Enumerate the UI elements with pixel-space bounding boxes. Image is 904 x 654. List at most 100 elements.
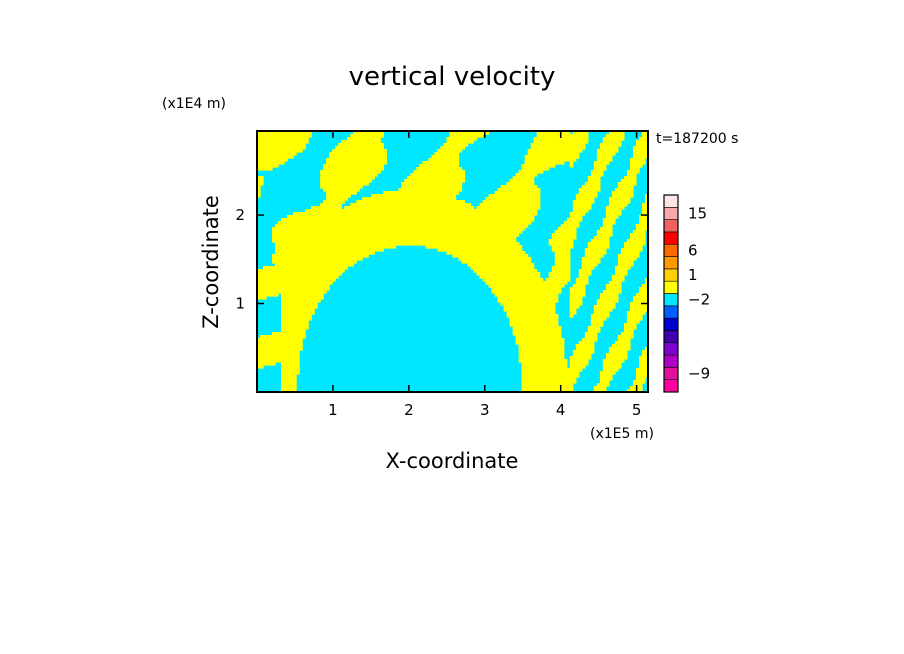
field-cell-positive — [560, 236, 565, 240]
field-cell-positive — [284, 353, 288, 357]
field-cell-positive — [515, 188, 520, 192]
field-cell-positive — [359, 230, 363, 234]
field-cell-positive — [257, 269, 261, 273]
field-cell-positive — [500, 293, 505, 297]
field-cell-positive — [578, 272, 583, 276]
field-cell-positive — [329, 206, 333, 210]
field-cell-positive — [380, 227, 384, 231]
field-cell-positive — [554, 266, 559, 270]
field-cell-positive — [476, 269, 481, 273]
field-cell-positive — [272, 278, 276, 282]
field-cell-positive — [320, 173, 324, 177]
field-cell-positive — [305, 257, 309, 261]
field-cell-positive — [440, 248, 445, 252]
field-cell-positive — [560, 362, 565, 366]
field-cell-positive — [521, 365, 526, 369]
field-cell-positive — [500, 272, 505, 276]
field-cell-positive — [527, 173, 532, 177]
field-cell-positive — [359, 251, 363, 255]
field-cell-positive — [287, 347, 291, 351]
field-cell-positive — [449, 155, 454, 159]
field-cell-positive — [428, 173, 433, 177]
field-cell-positive — [506, 260, 511, 264]
field-cell-positive — [515, 317, 520, 321]
field-cell-positive — [389, 227, 393, 231]
field-cell-positive — [608, 200, 613, 204]
field-cell-positive — [281, 236, 285, 240]
field-cell-positive — [338, 269, 342, 273]
field-cell-positive — [326, 203, 330, 207]
field-cell-positive — [431, 182, 436, 186]
field-cell-positive — [596, 317, 601, 321]
field-cell-positive — [503, 272, 508, 276]
field-cell-positive — [296, 272, 300, 276]
field-cell-positive — [617, 353, 622, 357]
field-cell-positive — [554, 332, 559, 336]
field-cell-positive — [377, 194, 381, 198]
field-cell-positive — [272, 143, 276, 147]
field-cell-positive — [455, 173, 460, 177]
field-cell-positive — [362, 224, 366, 228]
field-cell-positive — [575, 203, 580, 207]
field-cell-positive — [272, 137, 276, 141]
field-cell-positive — [275, 275, 279, 279]
field-cell-positive — [356, 203, 360, 207]
field-cell-positive — [488, 212, 493, 216]
field-cell-positive — [617, 182, 622, 186]
field-cell-positive — [500, 191, 505, 195]
field-cell-positive — [290, 296, 294, 300]
field-cell-positive — [383, 236, 387, 240]
field-cell-positive — [506, 206, 511, 210]
field-cell-positive — [380, 143, 384, 147]
field-cell-positive — [455, 149, 460, 153]
field-cell-positive — [581, 137, 586, 141]
field-cell-positive — [557, 254, 562, 258]
field-cell-positive — [635, 236, 640, 240]
field-cell-positive — [284, 278, 288, 282]
field-cell-positive — [317, 209, 321, 213]
field-cell-positive — [359, 212, 363, 216]
field-cell-positive — [620, 269, 625, 273]
field-cell-positive — [359, 170, 363, 174]
field-cell-positive — [446, 242, 451, 246]
field-cell-positive — [263, 272, 267, 276]
field-cell-positive — [587, 251, 592, 255]
field-cell-positive — [269, 272, 273, 276]
field-cell-positive — [578, 140, 583, 144]
field-cell-positive — [329, 212, 333, 216]
field-cell-positive — [527, 293, 532, 297]
field-cell-positive — [635, 230, 640, 234]
field-cell-positive — [545, 314, 550, 318]
field-cell-positive — [416, 179, 421, 183]
field-cell-positive — [263, 137, 267, 141]
field-cell-positive — [578, 302, 583, 306]
field-cell-positive — [554, 263, 559, 267]
field-cell-positive — [275, 338, 279, 342]
field-cell-positive — [266, 350, 270, 354]
field-cell-positive — [404, 239, 408, 243]
field-cell-positive — [353, 146, 357, 150]
field-cell-positive — [326, 221, 330, 225]
field-cell-positive — [623, 326, 628, 330]
field-cell-positive — [551, 248, 556, 252]
field-cell-positive — [542, 368, 547, 372]
field-cell-positive — [281, 161, 285, 165]
field-cell-positive — [629, 182, 634, 186]
field-cell-positive — [269, 338, 273, 342]
field-cell-positive — [347, 239, 351, 243]
field-cell-positive — [341, 146, 345, 150]
field-cell-positive — [278, 236, 282, 240]
field-cell-positive — [518, 272, 523, 276]
field-cell-positive — [422, 215, 427, 219]
field-cell-positive — [371, 170, 375, 174]
field-cell-positive — [263, 347, 267, 351]
field-cell-positive — [497, 272, 502, 276]
field-cell-positive — [593, 323, 598, 327]
field-cell-positive — [518, 347, 523, 351]
field-cell-positive — [644, 155, 648, 159]
field-cell-positive — [257, 164, 261, 168]
field-cell-positive — [515, 284, 520, 288]
field-cell-positive — [629, 179, 634, 183]
field-cell-positive — [317, 257, 321, 261]
field-cell-positive — [494, 227, 499, 231]
